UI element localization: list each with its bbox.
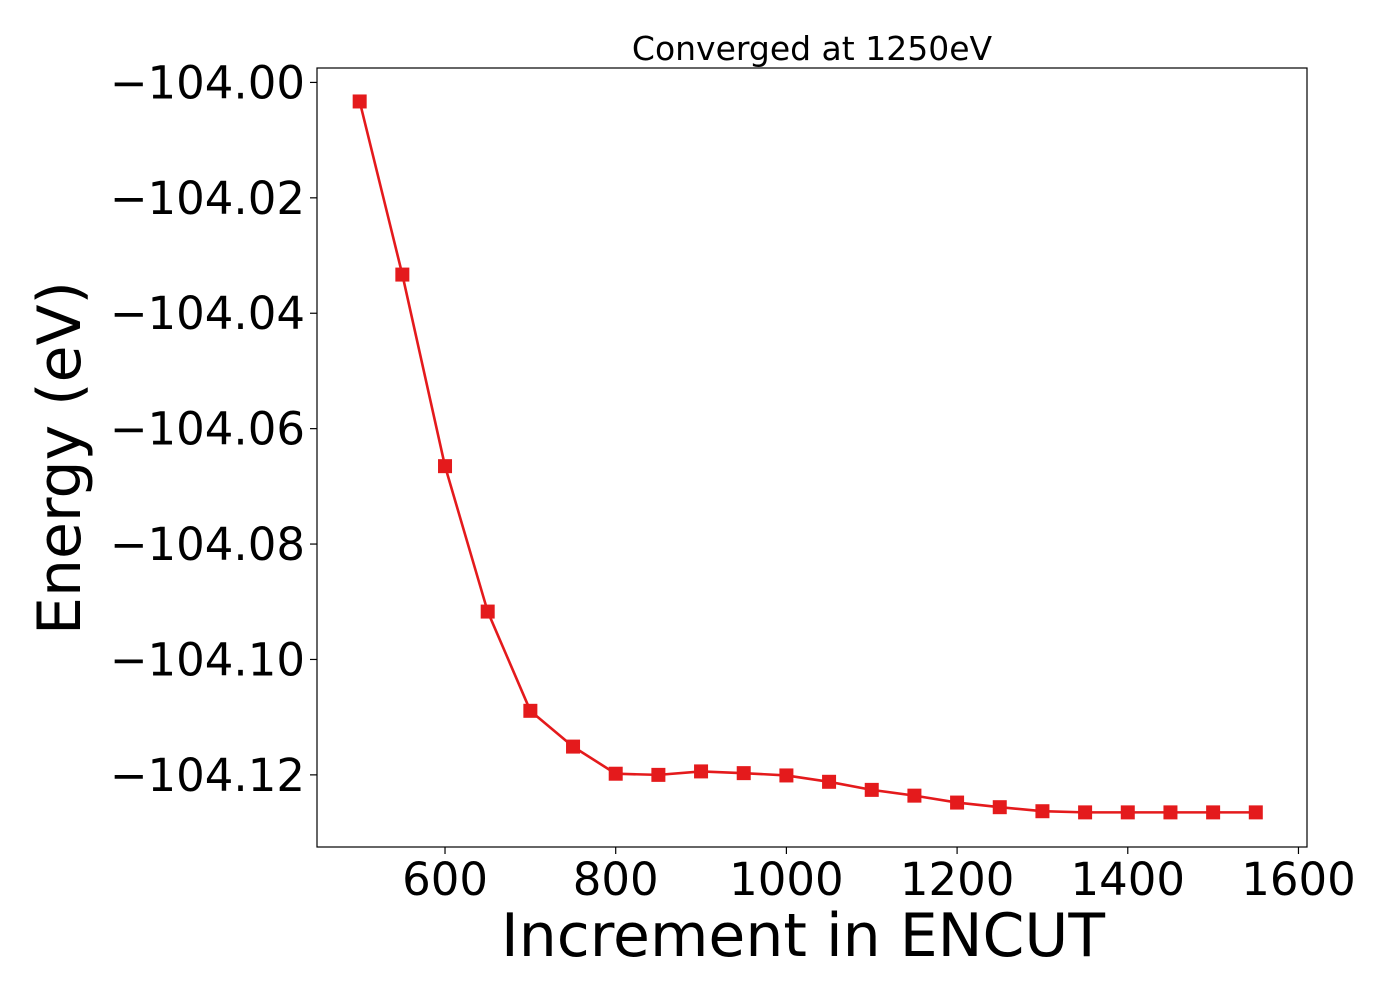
- y-axis-title: Energy (eV): [25, 281, 95, 635]
- x-axis-title: Increment in ENCUT: [501, 901, 1105, 971]
- x-axis-ticks: 600 800 1000 1200 1400 1600: [402, 847, 1356, 906]
- data-point-marker: [480, 604, 495, 619]
- x-tick-label: 1400: [1071, 853, 1186, 906]
- x-tick-label: 1600: [1241, 853, 1356, 906]
- chart-title: Converged at 1250eV: [632, 29, 993, 68]
- series-line: [358, 101, 1256, 814]
- y-tick-label: −104.10: [110, 633, 305, 686]
- data-point-marker: [608, 766, 623, 781]
- data-point-marker: [395, 267, 410, 282]
- data-point-marker: [992, 800, 1007, 815]
- data-point-marker: [1206, 805, 1221, 820]
- data-point-marker: [651, 767, 666, 782]
- y-tick-label: −104.04: [110, 287, 305, 340]
- data-point-marker: [907, 788, 922, 803]
- plot-frame: [316, 67, 1308, 848]
- x-tick-label: 1200: [900, 853, 1015, 906]
- data-point-marker: [566, 739, 581, 754]
- data-point-marker: [950, 795, 965, 810]
- data-point-marker: [736, 766, 751, 781]
- x-tick-label: 1000: [729, 853, 844, 906]
- y-tick-label: −104.06: [110, 403, 305, 456]
- data-point-marker: [864, 782, 879, 797]
- data-point-marker: [822, 774, 837, 789]
- x-tick-label: 600: [402, 853, 488, 906]
- y-tick-label: −104.12: [110, 749, 305, 802]
- data-point-marker: [1120, 805, 1135, 820]
- data-point-marker: [1163, 805, 1178, 820]
- x-tick-label: 800: [573, 853, 659, 906]
- data-series: [352, 94, 1263, 820]
- data-point-marker: [779, 768, 794, 783]
- data-point-marker: [352, 94, 367, 109]
- data-point-marker: [438, 459, 453, 474]
- data-point-marker: [694, 764, 709, 779]
- y-tick-label: −104.08: [110, 518, 305, 571]
- y-axis-ticks: −104.00 −104.02 −104.04 −104.06 −104.08 −104.…: [110, 56, 317, 802]
- y-tick-label: −104.00: [110, 56, 305, 109]
- data-point-marker: [1248, 805, 1263, 820]
- data-point-marker: [523, 703, 538, 718]
- data-point-marker: [1035, 804, 1050, 819]
- data-point-marker: [1078, 805, 1093, 820]
- y-tick-label: −104.02: [110, 172, 305, 225]
